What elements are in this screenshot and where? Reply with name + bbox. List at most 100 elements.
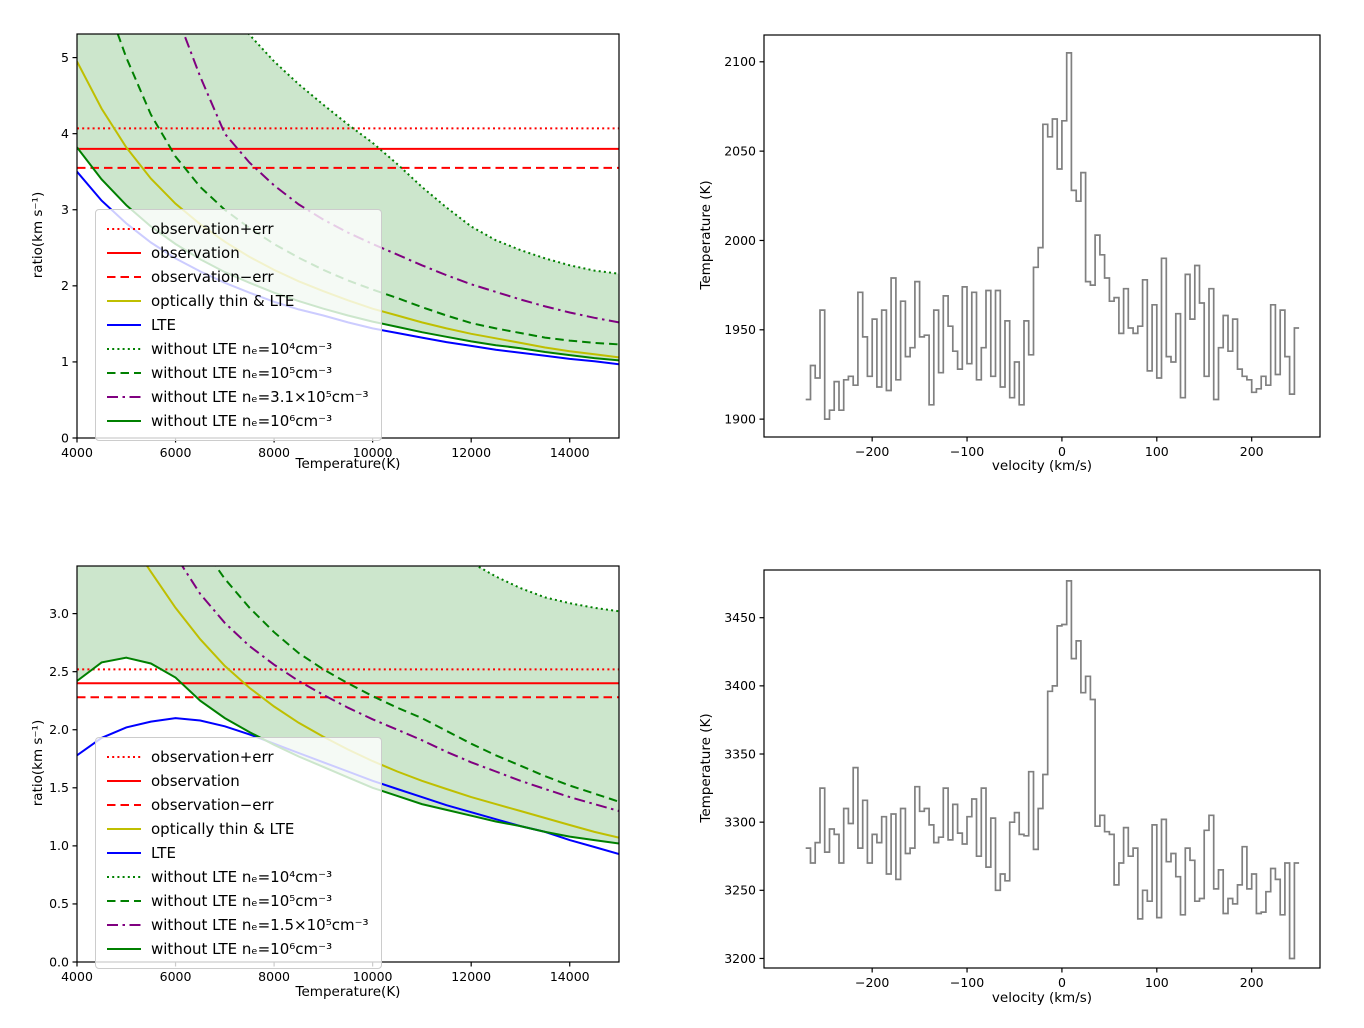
legend-label: observation+err (151, 748, 274, 766)
model-uncertainty-band (77, 566, 619, 844)
legend-label: observation (151, 244, 240, 262)
ratio-vs-temperature-top: 4000 6000 8000 10000 12000 14000 0 1 2 3 4 5 (61, 33, 620, 460)
x-tick-label: 6000 (160, 969, 192, 984)
y-tick-label: 3450 (724, 610, 756, 625)
legend-line-sample (107, 348, 141, 350)
y-tick-label: 3350 (724, 746, 756, 761)
y-tick-label: 5 (61, 50, 69, 65)
y-tick-label: 3400 (724, 678, 756, 693)
y-tick-label: 1950 (724, 322, 756, 337)
y-tick-label: 3300 (724, 814, 756, 829)
legend-line-sample (107, 324, 141, 326)
legend-label: without LTE nₑ=10⁶cm⁻³ (151, 940, 333, 958)
x-tick-label: 100 (1145, 975, 1169, 990)
model-uncertainty-band (77, 34, 619, 361)
legend-label: observation−err (151, 796, 274, 814)
y-tick-label: 0 (61, 430, 69, 445)
legend-label: without LTE nₑ=10⁵cm⁻³ (151, 364, 333, 382)
legend-item: LTE (106, 313, 369, 337)
x-tick-label: 6000 (160, 445, 192, 460)
legend-line-sample (107, 276, 141, 278)
y-tick-label: 2050 (724, 143, 756, 158)
x-tick-label: −200 (855, 444, 889, 459)
spectrum-step-line (805, 52, 1300, 420)
legend-label: without LTE nₑ=10⁵cm⁻³ (151, 892, 333, 910)
y-tick-label: 2.0 (49, 722, 69, 737)
x-tick-label: 14000 (550, 445, 590, 460)
ratio-vs-temperature-bottom: 4000 6000 8000 10000 12000 14000 0.0 0.5 1.0 1.5 2… (49, 565, 620, 984)
legend-line-sample (107, 900, 141, 902)
y-tick-label: 1.0 (49, 838, 69, 853)
legend-label: without LTE nₑ=10⁴cm⁻³ (151, 868, 333, 886)
x-tick-label: 12000 (451, 445, 491, 460)
x-tick-label: 8000 (258, 445, 290, 460)
y-tick-label: 2000 (724, 233, 756, 248)
legend-label: without LTE nₑ=10⁴cm⁻³ (151, 340, 333, 358)
legend-label: observation−err (151, 268, 274, 286)
legend-line-sample (107, 252, 141, 254)
x-tick-label: −100 (950, 975, 984, 990)
x-tick-label: 200 (1240, 975, 1264, 990)
legend-item: without LTE nₑ=10⁵cm⁻³ (106, 889, 369, 913)
x-tick-label: 14000 (550, 969, 590, 984)
legend-label: optically thin & LTE (151, 292, 295, 310)
legend-label: optically thin & LTE (151, 820, 295, 838)
legend-line-sample (107, 852, 141, 854)
x-tick-label: 100 (1145, 444, 1169, 459)
legend-item: observation+err (106, 217, 369, 241)
legend-top-left: observation+err observation observation−er… (95, 209, 382, 441)
legend-line-sample (107, 924, 141, 926)
y-tick-label: 1 (61, 354, 69, 369)
spectrum-bottom: −200 −100 0 100 200 3200 3250 3300 3350 3400 3450 (724, 569, 1321, 990)
legend-line-sample (107, 300, 141, 302)
legend-item: observation+err (106, 745, 369, 769)
legend-bottom-left: observation+err observation observation−er… (95, 737, 382, 969)
y-tick-label: 2 (61, 278, 69, 293)
legend-line-sample (107, 372, 141, 374)
y-tick-label: 3.0 (49, 606, 69, 621)
series-without LTE nₑ=10⁴cm⁻³ (247, 34, 619, 275)
legend-item: without LTE nₑ=10⁵cm⁻³ (106, 361, 369, 385)
x-tick-label: 10000 (353, 445, 393, 460)
legend-line-sample (107, 420, 141, 422)
legend-label: observation+err (151, 220, 274, 238)
y-tick-label: 0.5 (49, 896, 69, 911)
legend-item: without LTE nₑ=10⁶cm⁻³ (106, 409, 369, 433)
legend-item: observation (106, 769, 369, 793)
x-tick-label: −200 (855, 975, 889, 990)
y-tick-label: 3 (61, 202, 69, 217)
legend-item: observation−err (106, 265, 369, 289)
legend-line-sample (107, 396, 141, 398)
series-without LTE nₑ=1.5×10⁵cm⁻³ (181, 566, 619, 812)
y-tick-label: 0.0 (49, 954, 69, 969)
y-tick-label: 2.5 (49, 664, 69, 679)
axes-spines (763, 569, 1321, 969)
x-tick-label: 12000 (451, 969, 491, 984)
legend-label: observation (151, 772, 240, 790)
legend-item: optically thin & LTE (106, 289, 369, 313)
y-tick-label: 2100 (724, 54, 756, 69)
x-tick-label: 200 (1240, 444, 1264, 459)
legend-item: without LTE nₑ=10⁴cm⁻³ (106, 337, 369, 361)
y-tick-label: 1.5 (49, 780, 69, 795)
x-tick-label: −100 (950, 444, 984, 459)
legend-item: without LTE nₑ=3.1×10⁵cm⁻³ (106, 385, 369, 409)
legend-line-sample (107, 828, 141, 830)
y-tick-label: 4 (61, 126, 69, 141)
legend-item: observation−err (106, 793, 369, 817)
legend-line-sample (107, 780, 141, 782)
legend-line-sample (107, 804, 141, 806)
legend-line-sample (107, 948, 141, 950)
legend-item: without LTE nₑ=10⁴cm⁻³ (106, 865, 369, 889)
x-tick-label: 0 (1058, 975, 1066, 990)
legend-item: optically thin & LTE (106, 817, 369, 841)
spectrum-step-line (805, 580, 1300, 960)
x-tick-label: 4000 (61, 969, 93, 984)
x-tick-label: 0 (1058, 444, 1066, 459)
x-tick-label: 8000 (258, 969, 290, 984)
legend-line-sample (107, 756, 141, 758)
legend-label: without LTE nₑ=10⁶cm⁻³ (151, 412, 333, 430)
legend-item: LTE (106, 841, 369, 865)
